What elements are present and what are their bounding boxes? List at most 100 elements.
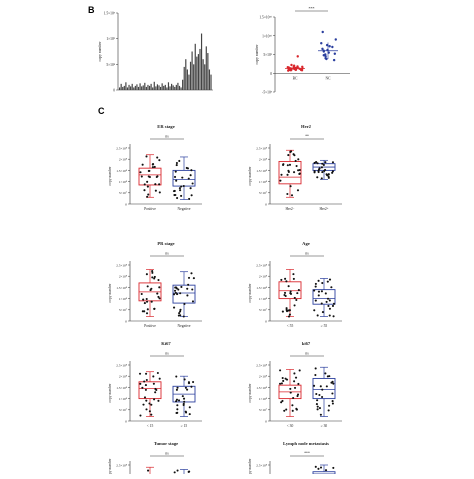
data-point xyxy=(281,310,284,313)
scatter-point xyxy=(322,54,325,57)
data-point xyxy=(318,167,321,170)
box xyxy=(278,281,302,300)
data-point xyxy=(175,398,179,401)
data-point xyxy=(324,292,327,295)
bar xyxy=(125,82,127,90)
data-point xyxy=(192,277,195,280)
data-point xyxy=(144,388,147,391)
y-axis-label: copy number xyxy=(108,166,112,186)
data-point xyxy=(314,285,317,288)
data-point xyxy=(283,409,286,412)
y-tick-label: 2×10⁸ xyxy=(119,158,128,162)
data-point xyxy=(326,280,329,283)
data-point xyxy=(175,179,178,182)
data-point xyxy=(176,469,179,472)
data-point xyxy=(175,388,178,391)
data-point xyxy=(190,169,193,172)
data-point xyxy=(294,376,298,379)
data-point xyxy=(317,467,320,470)
data-point xyxy=(178,187,181,190)
data-point xyxy=(321,311,324,314)
bar xyxy=(152,87,154,90)
bar xyxy=(163,85,165,90)
data-point xyxy=(141,163,144,166)
data-point xyxy=(328,314,331,317)
scatter-point xyxy=(286,66,290,69)
bar xyxy=(183,66,185,90)
data-point xyxy=(293,171,296,174)
data-point xyxy=(174,286,177,289)
data-point xyxy=(319,385,322,388)
y-tick-label: 5×10⁷ xyxy=(259,408,268,412)
data-point xyxy=(316,162,319,165)
data-point xyxy=(189,174,192,177)
data-point xyxy=(143,189,146,192)
data-point xyxy=(177,399,181,402)
box-chart-c-8: Lymph node metastasis 2.5×10⁸ copy number *… xyxy=(248,441,336,479)
data-point xyxy=(280,382,283,385)
significance-label: ** xyxy=(305,135,309,139)
data-point xyxy=(150,300,153,303)
data-point xyxy=(153,307,156,310)
data-point xyxy=(179,310,182,313)
data-point xyxy=(177,288,180,291)
y-tick-label: 0 xyxy=(125,202,127,206)
data-point xyxy=(188,413,191,416)
chart-title: Tumor stage xyxy=(154,441,178,446)
data-point xyxy=(293,154,296,157)
data-point xyxy=(190,272,193,275)
data-point xyxy=(331,392,334,395)
data-point xyxy=(314,282,317,285)
y-tick-label: 1×10⁸ xyxy=(259,297,268,301)
bar xyxy=(161,83,163,90)
data-point xyxy=(182,315,185,318)
scatter-point xyxy=(321,30,324,34)
box xyxy=(312,377,336,400)
bar xyxy=(204,64,206,90)
bar xyxy=(155,86,157,90)
chart-title: ki67 xyxy=(302,341,311,346)
data-point xyxy=(148,402,151,405)
y-tick-label: 1×10¹⁰ xyxy=(262,34,272,38)
bar xyxy=(130,86,132,90)
bar xyxy=(139,83,141,90)
data-point xyxy=(185,166,188,170)
data-point xyxy=(158,191,161,194)
y-tick-label: 5×10⁷ xyxy=(119,408,128,412)
data-point xyxy=(191,300,195,303)
bar xyxy=(133,87,135,90)
data-point xyxy=(145,378,148,382)
data-point xyxy=(324,469,328,472)
data-point xyxy=(316,408,319,411)
data-point xyxy=(179,189,182,192)
data-point xyxy=(191,288,194,291)
data-point xyxy=(139,382,142,385)
data-point xyxy=(146,180,149,183)
x-tick-label: ≥ 55 xyxy=(321,324,328,328)
data-point xyxy=(187,283,190,286)
data-point xyxy=(319,466,323,469)
data-point xyxy=(281,399,284,402)
scatter-point xyxy=(292,66,295,70)
data-point xyxy=(286,192,289,196)
data-point xyxy=(186,388,189,391)
y-tick-label: 2.5×10⁸ xyxy=(116,263,128,267)
y-tick-label: 0 xyxy=(125,319,127,323)
scatter-point xyxy=(300,69,304,72)
y-tick-label: 1.5×10⁸ xyxy=(116,169,128,173)
bar xyxy=(205,46,207,90)
bar xyxy=(175,84,177,90)
data-point xyxy=(145,408,148,411)
data-point xyxy=(183,302,186,306)
data-point xyxy=(156,156,159,159)
data-point xyxy=(183,378,186,381)
data-point xyxy=(314,465,317,468)
data-point xyxy=(173,471,176,474)
data-point xyxy=(285,280,288,283)
data-point xyxy=(316,405,319,408)
data-point xyxy=(146,308,149,311)
data-point xyxy=(151,270,154,273)
data-point xyxy=(156,292,159,295)
data-point xyxy=(173,293,176,296)
data-point xyxy=(297,169,300,172)
